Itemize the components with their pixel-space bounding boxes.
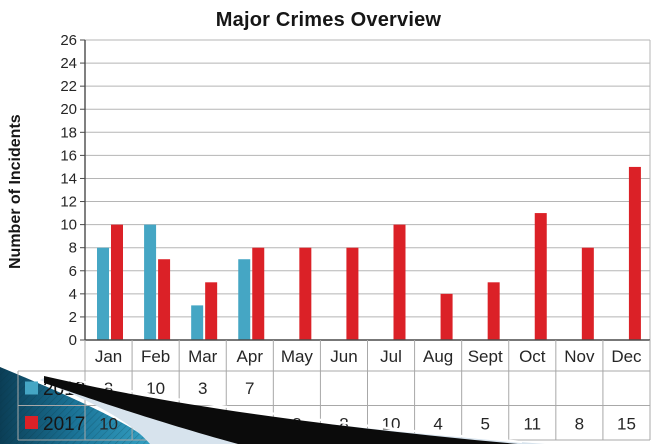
y-tick-label: 4 [69, 286, 77, 303]
x-axis-label-may: May [281, 347, 314, 366]
y-tick-label: 20 [60, 101, 77, 118]
table-cell-value: 10 [146, 379, 165, 398]
y-tick-label: 26 [60, 32, 77, 49]
x-axis-label-nov: Nov [564, 347, 595, 366]
legend-swatch-2017 [25, 416, 38, 429]
table-cell-value: 15 [617, 415, 636, 434]
table-cell-value: 8 [104, 379, 113, 398]
x-axis-label-jul: Jul [380, 347, 402, 366]
table-cell-value: 11 [523, 415, 541, 434]
y-tick-label: 10 [60, 217, 77, 234]
y-tick-label: 18 [60, 124, 77, 141]
bar-2017-may [299, 247, 312, 340]
y-tick-label: 24 [60, 55, 77, 72]
bar-2017-mar [205, 282, 218, 340]
bar-2018-mar [191, 305, 204, 340]
table-cell-value: 8 [245, 415, 254, 434]
bar-2017-sept [487, 282, 500, 340]
bar-2017-oct [534, 213, 547, 340]
x-axis-label-jun: Jun [330, 347, 357, 366]
bar-2018-feb [144, 224, 157, 340]
bar-2018-jan [97, 247, 109, 340]
table-cell-value: 10 [99, 415, 118, 434]
table-cell-value: 8 [292, 415, 301, 434]
bar-2017-jan [111, 224, 123, 340]
table-cell-value: 7 [151, 415, 160, 434]
table-cell-value: 5 [480, 415, 489, 434]
bar-2017-nov [581, 247, 594, 340]
bar-2018-apr [238, 259, 251, 340]
x-axis-label-feb: Feb [141, 347, 170, 366]
table-cell-value: 8 [575, 415, 584, 434]
bar-2017-jun [346, 247, 359, 340]
y-axis-title: Number of Incidents [7, 114, 24, 270]
bar-2017-dec [628, 166, 641, 340]
table-cell-value: 5 [198, 415, 207, 434]
y-tick-label: 22 [60, 78, 77, 95]
bar-2017-apr [252, 247, 265, 340]
legend-label-2018: 2018 [43, 379, 85, 400]
y-tick-label: 6 [69, 263, 77, 280]
table-cell-value: 4 [433, 415, 442, 434]
x-axis-label-apr: Apr [237, 347, 264, 366]
x-axis-label-sept: Sept [468, 347, 503, 366]
x-axis-label-aug: Aug [423, 347, 453, 366]
chart-title: Major Crimes Overview [215, 9, 442, 31]
y-tick-label: 8 [69, 240, 77, 257]
x-axis-label-jan: Jan [95, 347, 122, 366]
x-axis-label-mar: Mar [188, 347, 218, 366]
legend-label-2017: 2017 [43, 414, 85, 435]
y-tick-label: 12 [60, 194, 77, 211]
x-axis-label-dec: Dec [611, 347, 642, 366]
bar-2017-feb [158, 259, 171, 340]
bar-2017-aug [440, 293, 453, 340]
y-tick-label: 14 [60, 170, 77, 187]
table-cell-value: 10 [382, 415, 401, 434]
table-cell-value: 3 [198, 379, 207, 398]
bar-2017-jul [393, 224, 406, 340]
x-axis-label-oct: Oct [519, 347, 546, 366]
legend-swatch-2018 [25, 381, 38, 395]
table-cell-value: 8 [339, 415, 348, 434]
y-tick-label: 0 [69, 332, 77, 349]
y-tick-label: 2 [69, 309, 77, 326]
y-tick-label: 16 [60, 147, 77, 164]
table-cell-value: 7 [245, 379, 254, 398]
